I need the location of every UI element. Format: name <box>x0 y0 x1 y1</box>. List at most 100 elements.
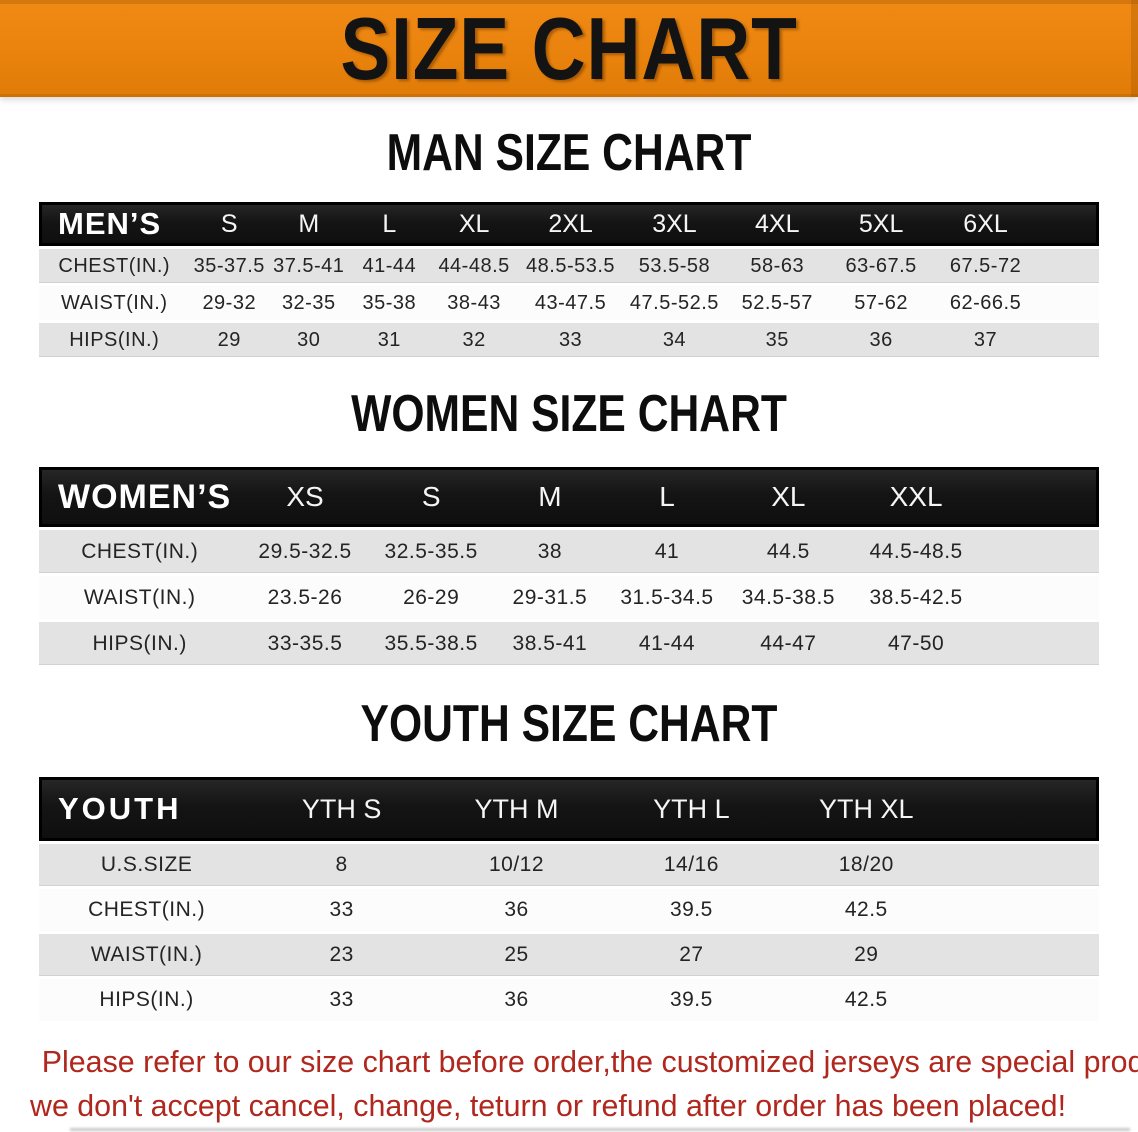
measurement-value: 14/16 <box>604 844 779 886</box>
measurement-row: WAIST(IN.) 23.5-26 26-29 29-31.5 31.5-34.5 34… <box>39 576 1099 619</box>
measurement-value: 36 <box>504 898 529 921</box>
measurement-value: 42.5 <box>844 898 888 921</box>
size-column-header: YTH S <box>254 777 430 841</box>
measurement-value: 38 <box>493 530 607 573</box>
measurement-value: 44.5-48.5 <box>850 530 983 573</box>
size-column-header: 4XL <box>725 202 829 246</box>
measurement-value: 29 <box>190 323 270 357</box>
measurement-row: CHEST(IN.) 35-37.5 37.5-41 41-44 44-48.5 48.5… <box>39 249 1099 283</box>
filler-cell <box>1037 323 1099 357</box>
measurement-value: 36 <box>829 323 934 357</box>
measurement-value: 39.5 <box>669 898 713 921</box>
measurement-value: 62-66.5 <box>949 291 1022 314</box>
measurement-value: 31 <box>349 323 431 357</box>
filler-cell <box>982 622 1099 665</box>
measurement-value: 36 <box>504 988 529 1011</box>
banner-title: SIZE CHART <box>340 0 798 98</box>
measurement-value: 34.5-38.5 <box>741 585 835 609</box>
size-column-header: XL <box>726 467 850 527</box>
measurement-row: WAIST(IN.) 23 25 27 29 <box>39 934 1099 976</box>
measurement-row: HIPS(IN.) 29 30 31 32 33 34 35 36 37 <box>39 323 1099 357</box>
size-column-header: L <box>348 202 431 246</box>
filler-cell <box>954 934 1099 976</box>
women-size-table: WOMEN’S XS S M L XL XXL CHEST(IN.) 29.5-32.5 32.5… <box>39 464 1099 668</box>
size-column-header: YTH M <box>429 777 604 841</box>
measurement-value: 18/20 <box>779 844 954 886</box>
measurement-value: 38-43 <box>447 291 501 314</box>
measurement-value: 32 <box>430 323 518 357</box>
measurement-label: HIPS(IN.) <box>39 622 240 665</box>
measurement-value: 38.5-42.5 <box>869 585 963 609</box>
measurement-label: CHEST(IN.) <box>39 530 240 573</box>
filler-cell <box>1037 202 1099 246</box>
youth-section-heading: YOUTH SIZE CHART <box>360 695 778 753</box>
table-group-label: YOUTH <box>39 777 255 841</box>
filler-cell <box>982 576 1099 619</box>
measurement-label: WAIST(IN.) <box>83 585 196 609</box>
measurement-label: CHEST(IN.) <box>88 898 206 921</box>
measurement-value: 25 <box>429 934 604 976</box>
size-column-header: YTH L <box>603 777 779 841</box>
measurement-label: WAIST(IN.) <box>39 934 254 976</box>
size-table-header-row: MEN’S S M L XL 2XL 3XL 4XL 5XL 6XL <box>39 202 1099 246</box>
size-column-header: 2XL <box>518 202 624 246</box>
measurement-value: 35.5-38.5 <box>370 622 493 665</box>
measurement-value: 38.5-41 <box>493 622 607 665</box>
measurement-value: 42.5 <box>844 988 888 1011</box>
measurement-value: 32.5-35.5 <box>370 530 493 573</box>
measurement-value: 57-62 <box>854 291 908 314</box>
size-column-header: M <box>269 202 349 246</box>
measurement-value: 53.5-58 <box>623 249 726 283</box>
size-column-header: L <box>607 467 727 527</box>
filler-cell <box>954 889 1099 931</box>
measurement-value: 32-35 <box>281 291 336 314</box>
measurement-value: 43-47.5 <box>534 291 607 314</box>
measurement-value: 33-35.5 <box>240 622 369 665</box>
measurement-value: 29-31.5 <box>512 585 588 609</box>
size-column-header: 3XL <box>623 202 726 246</box>
measurement-value: 47-50 <box>850 622 983 665</box>
measurement-value: 30 <box>269 323 349 357</box>
table-group-label: WOMEN’S <box>39 467 241 527</box>
measurement-value: 34 <box>623 323 726 357</box>
measurement-value: 58-63 <box>726 249 829 283</box>
size-column-header: 5XL <box>828 202 934 246</box>
measurement-value: 37.5-41 <box>269 249 349 283</box>
measurement-value: 29-32 <box>202 291 257 314</box>
measurement-value: 33 <box>329 988 354 1011</box>
size-column-header: S <box>369 467 493 527</box>
women-size-section: WOMEN SIZE CHART WOMEN’S XS S M L XL XXL CHEST(… <box>0 388 1138 668</box>
size-chart-banner: SIZE CHART <box>0 0 1138 97</box>
measurement-value: 23 <box>254 934 429 976</box>
filler-cell <box>982 530 1099 573</box>
women-section-heading: WOMEN SIZE CHART <box>351 385 787 443</box>
measurement-value: 29 <box>779 934 954 976</box>
measurement-value: 63-67.5 <box>829 249 934 283</box>
size-column-header: S <box>189 202 270 246</box>
measurement-label: WAIST(IN.) <box>61 291 168 314</box>
measurement-value: 35 <box>726 323 829 357</box>
measurement-row: HIPS(IN.) 33-35.5 35.5-38.5 38.5-41 41-44 44-… <box>39 622 1099 665</box>
measurement-value: 8 <box>254 844 429 886</box>
measurement-row: CHEST(IN.) 33 36 39.5 42.5 <box>39 889 1099 931</box>
size-column-header: 6XL <box>933 202 1038 246</box>
measurement-value: 31.5-34.5 <box>620 585 714 609</box>
measurement-value: 26-29 <box>403 585 460 609</box>
filler-cell <box>954 844 1099 886</box>
disclaimer-line-1: Please refer to our size chart before or… <box>41 1044 1138 1079</box>
measurement-value: 48.5-53.5 <box>518 249 623 283</box>
measurement-value: 39.5 <box>669 988 713 1011</box>
measurement-value: 27 <box>604 934 779 976</box>
size-column-header: YTH XL <box>778 777 954 841</box>
measurement-value: 33 <box>518 323 623 357</box>
size-column-header: XS <box>240 467 370 527</box>
size-column-header: XXL <box>849 467 983 527</box>
measurement-label: U.S.SIZE <box>39 844 254 886</box>
measurement-value: 37 <box>934 323 1038 357</box>
measurement-label: CHEST(IN.) <box>39 249 190 283</box>
measurement-row: CHEST(IN.) 29.5-32.5 32.5-35.5 38 41 44.5 44.5… <box>39 530 1099 573</box>
youth-size-table: YOUTH YTH S YTH M YTH L YTH XL U.S.SIZE 8 10/12… <box>39 774 1099 1024</box>
men-section-heading: MAN SIZE CHART <box>386 124 752 182</box>
men-size-section: MAN SIZE CHART MEN’S S M L XL 2XL 3XL 4XL 5XL 6XL… <box>0 127 1138 360</box>
